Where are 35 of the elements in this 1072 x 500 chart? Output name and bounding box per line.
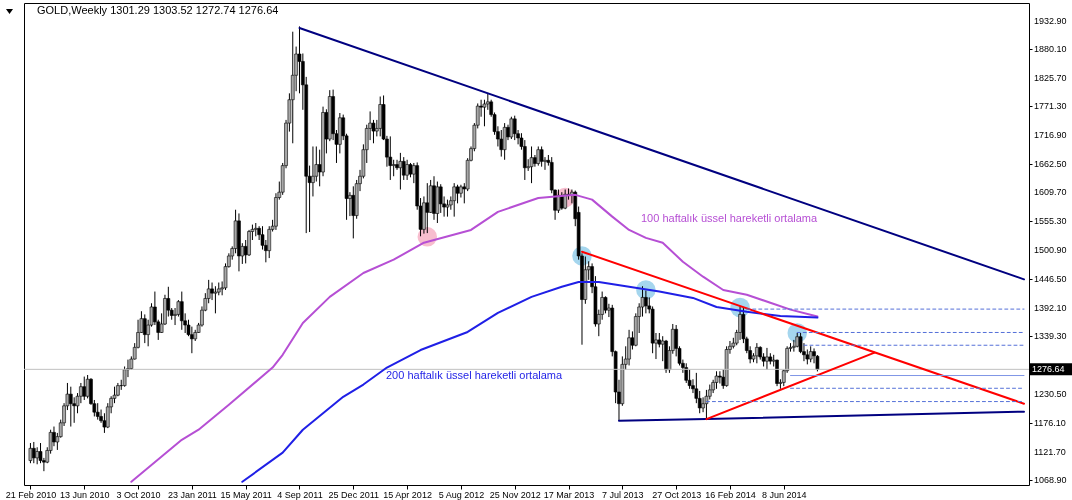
ref-line-label: 1276.64 xyxy=(1032,364,1065,375)
y-tick-label: 1339.30 xyxy=(1034,331,1067,342)
x-tick-label: 8 Jun 2014 xyxy=(762,489,807,500)
x-tick-label: 15 Apr 2012 xyxy=(383,489,432,500)
x-tick-label: 23 Jan 2011 xyxy=(167,489,217,500)
y-tick-label: 1176.10 xyxy=(1034,417,1066,428)
y-tick-label: 1230.50 xyxy=(1034,388,1067,399)
x-tick-label: 5 Aug 2012 xyxy=(438,489,485,500)
y-tick-label: 1446.50 xyxy=(1034,274,1067,285)
y-tick-label: 1555.30 xyxy=(1034,216,1067,227)
x-tick-label: 3 Oct 2010 xyxy=(116,489,161,500)
y-tick-label: 1771.30 xyxy=(1034,101,1067,112)
x-tick-label: 4 Sep 2011 xyxy=(277,489,323,500)
y-tick-label: 1068.90 xyxy=(1034,474,1067,485)
y-tick-label: 1932.90 xyxy=(1034,15,1067,26)
chart-title: GOLD,Weekly 1301.29 1303.52 1272.74 1276.64 xyxy=(37,4,279,16)
x-tick-label: 27 Oct 2013 xyxy=(652,489,702,500)
x-tick-label: 25 Dec 2011 xyxy=(328,489,379,500)
x-tick-label: 16 Feb 2014 xyxy=(705,489,756,500)
series-label: 100 haftalık üssel hareketli ortalama xyxy=(641,212,818,224)
y-tick-label: 1662.50 xyxy=(1034,159,1067,170)
series-label: 200 haftalık üssel hareketli ortalama xyxy=(386,369,563,381)
x-tick-label: 15 May 2011 xyxy=(220,489,272,500)
x-tick-label: 25 Nov 2012 xyxy=(489,489,541,500)
y-tick-label: 1716.90 xyxy=(1034,130,1067,141)
y-tick-label: 1500.90 xyxy=(1034,245,1067,256)
x-tick-label: 7 Jul 2013 xyxy=(602,489,644,500)
x-tick-label: 13 Jun 2010 xyxy=(59,489,110,500)
y-tick-label: 1880.10 xyxy=(1034,43,1067,54)
x-tick-label: 17 Mar 2013 xyxy=(543,489,595,500)
y-tick-label: 1609.70 xyxy=(1034,187,1067,198)
y-tick-label: 1825.70 xyxy=(1034,72,1067,83)
y-tick-label: 1121.70 xyxy=(1034,446,1066,457)
y-tick-label: 1392.10 xyxy=(1034,302,1067,313)
x-tick-label: 21 Feb 2010 xyxy=(5,489,57,500)
